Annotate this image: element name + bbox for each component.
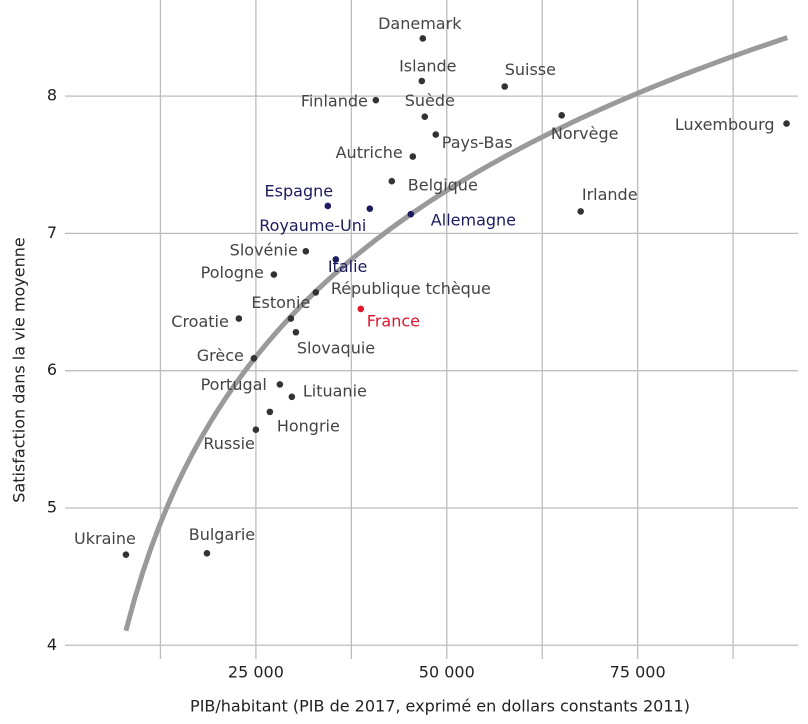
point-label: Pologne (201, 263, 264, 282)
point (276, 381, 284, 388)
point (288, 393, 296, 401)
y-tick-label: 8 (47, 86, 57, 105)
point-label: Espagne (265, 181, 334, 200)
point (783, 120, 790, 127)
point (418, 77, 426, 85)
trend-curve (123, 35, 789, 632)
point (372, 96, 380, 104)
point (287, 315, 295, 322)
point (122, 551, 130, 558)
point (432, 131, 440, 138)
point (324, 202, 332, 210)
point (312, 289, 320, 296)
point-label: République tchèque (331, 279, 491, 298)
point-label: Slovénie (230, 241, 298, 260)
point-label: Irlande (582, 185, 638, 204)
point (407, 210, 415, 218)
point (357, 305, 365, 313)
x-tick-label: 50 000 (419, 663, 475, 682)
point (235, 315, 243, 322)
point-label: Belgique (408, 176, 478, 195)
y-tick-label: 7 (47, 223, 57, 242)
x-tick-label: 25 000 (228, 663, 284, 682)
point-label: Royaume-Uni (259, 216, 366, 235)
point (292, 328, 300, 336)
y-axis-label: Satisfaction dans la vie moyenne (10, 237, 29, 503)
x-axis-label: PIB/habitant (PIB de 2017, exprimé en do… (190, 697, 690, 716)
point (266, 408, 274, 416)
point-label: France (367, 311, 420, 330)
point-label: Islande (399, 57, 456, 76)
point (388, 177, 396, 185)
point (409, 153, 417, 160)
point-label: Croatie (171, 312, 229, 331)
point (419, 35, 427, 42)
point-label: Slovaquie (297, 339, 375, 358)
y-tick-label: 4 (47, 635, 57, 654)
point-label: Suisse (505, 60, 556, 79)
point-label: Lituanie (303, 381, 367, 400)
point-label: Autriche (336, 143, 403, 162)
y-tick-label: 6 (47, 360, 57, 379)
point-label: Hongrie (277, 416, 340, 435)
point (203, 549, 211, 557)
point-label: Luxembourg (675, 115, 775, 134)
point-label: Bulgarie (189, 525, 255, 544)
point (558, 112, 565, 119)
point-label: Russie (203, 434, 255, 453)
point-label: Danemark (378, 14, 462, 33)
point (501, 83, 509, 90)
point (302, 247, 310, 255)
point (577, 208, 584, 215)
x-tick-label: 75 000 (610, 663, 666, 682)
point-label: Ukraine (74, 529, 136, 548)
point-label: Allemagne (431, 211, 516, 230)
point (250, 355, 258, 362)
point (332, 256, 340, 263)
point (270, 271, 278, 278)
point-label: Suède (405, 91, 455, 110)
point-label: Pays-Bas (442, 133, 513, 152)
point (252, 426, 260, 434)
point-label: Estonie (251, 293, 310, 312)
y-tick-label: 5 (47, 497, 57, 516)
point-label: Portugal (201, 375, 267, 394)
point-label: Italie (328, 257, 368, 276)
point (366, 205, 374, 212)
point-label: Grèce (197, 346, 244, 365)
point (421, 113, 429, 120)
point-label: Norvège (551, 124, 619, 143)
point-label: Finlande (301, 92, 368, 111)
